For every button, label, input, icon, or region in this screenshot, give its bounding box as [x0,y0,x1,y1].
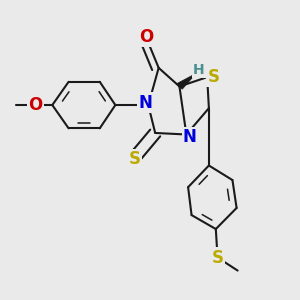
Text: N: N [139,94,152,112]
Text: O: O [140,28,154,46]
Text: N: N [183,128,197,146]
Text: H: H [193,63,205,77]
Text: S: S [212,248,224,266]
Text: S: S [207,68,219,86]
Text: O: O [28,96,43,114]
Text: S: S [128,150,140,168]
Polygon shape [177,74,196,89]
